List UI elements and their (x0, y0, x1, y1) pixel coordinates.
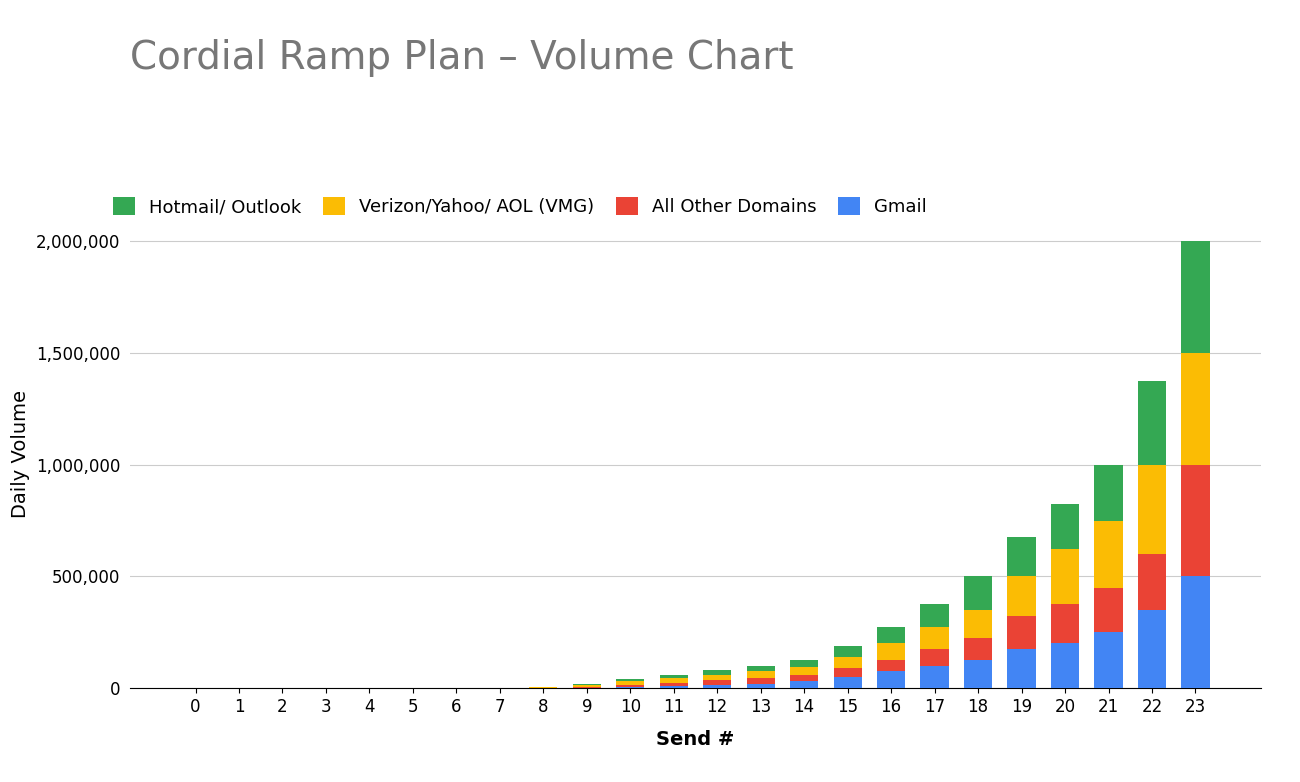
Bar (833, 668, 862, 677)
Bar (1050, 644, 1079, 688)
Bar (790, 675, 818, 681)
Bar (833, 646, 862, 657)
Bar (746, 665, 775, 672)
Y-axis label: Daily Volume: Daily Volume (12, 389, 30, 518)
Bar (1095, 465, 1123, 521)
Bar (659, 683, 688, 686)
Bar (790, 681, 818, 688)
Bar (616, 680, 645, 681)
Bar (790, 667, 818, 675)
Bar (1008, 615, 1036, 649)
Bar (659, 678, 688, 683)
Bar (878, 626, 905, 644)
Bar (1138, 465, 1166, 554)
Bar (878, 644, 905, 660)
Bar (920, 626, 949, 649)
Bar (616, 681, 645, 685)
Bar (965, 610, 992, 638)
Text: Cordial Ramp Plan – Volume Chart: Cordial Ramp Plan – Volume Chart (130, 39, 793, 77)
Bar (1008, 649, 1036, 688)
Bar (616, 685, 645, 687)
Bar (1050, 548, 1079, 604)
Bar (1095, 521, 1123, 587)
Bar (573, 683, 601, 685)
Bar (1138, 381, 1166, 465)
Bar (833, 657, 862, 668)
Bar (746, 672, 775, 678)
Bar (965, 576, 992, 610)
Bar (1050, 604, 1079, 644)
Bar (573, 687, 601, 688)
Bar (1095, 587, 1123, 633)
Bar (703, 680, 732, 685)
Legend: Hotmail/ Outlook, Verizon/Yahoo/ AOL (VMG), All Other Domains, Gmail: Hotmail/ Outlook, Verizon/Yahoo/ AOL (VM… (113, 197, 927, 216)
Bar (703, 685, 732, 688)
Bar (1182, 465, 1209, 576)
Bar (659, 675, 688, 678)
Bar (573, 685, 601, 687)
Bar (790, 660, 818, 667)
Bar (920, 604, 949, 626)
Bar (1008, 537, 1036, 576)
X-axis label: Send #: Send # (656, 730, 734, 749)
Bar (746, 678, 775, 683)
Bar (1095, 633, 1123, 688)
Bar (659, 686, 688, 688)
Bar (920, 649, 949, 665)
Bar (1008, 576, 1036, 615)
Bar (1050, 504, 1079, 548)
Bar (1182, 242, 1209, 353)
Bar (878, 672, 905, 688)
Bar (965, 638, 992, 660)
Bar (746, 683, 775, 688)
Bar (1182, 576, 1209, 688)
Bar (703, 670, 732, 675)
Bar (965, 660, 992, 688)
Bar (703, 675, 732, 680)
Bar (920, 665, 949, 688)
Bar (1182, 353, 1209, 465)
Bar (1138, 610, 1166, 688)
Bar (1138, 554, 1166, 610)
Bar (616, 687, 645, 688)
Bar (878, 660, 905, 672)
Bar (833, 677, 862, 688)
Bar (529, 687, 558, 688)
